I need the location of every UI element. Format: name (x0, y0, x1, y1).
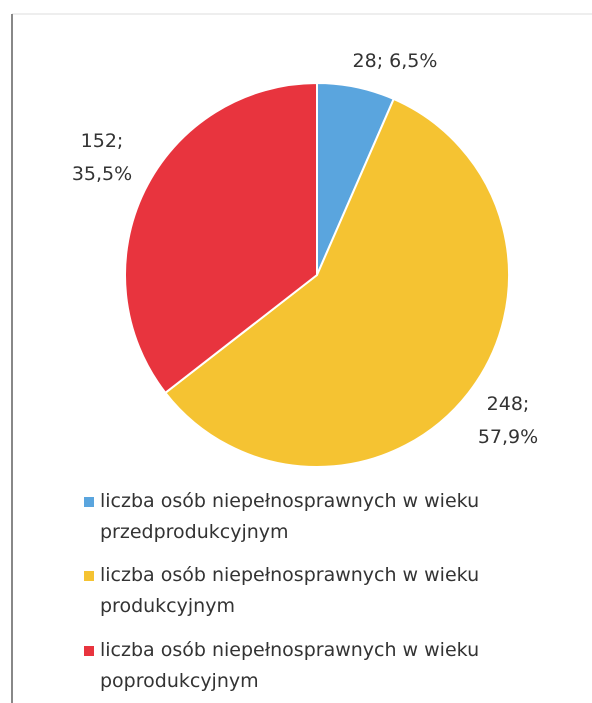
data-label: 28; 6,5% (352, 50, 438, 72)
legend-swatch (84, 571, 94, 581)
data-label: 248; 57,9% (477, 393, 539, 448)
pie-slice (124, 81, 318, 395)
legend-swatch (84, 497, 94, 507)
legend-label: liczba osób niepełnosprawnych w wieku pr… (100, 490, 480, 543)
data-label: 152; 35,5% (71, 130, 133, 185)
legend-label: liczba osób niepełnosprawnych w wieku pr… (100, 564, 480, 617)
legend-label: liczba osób niepełnosprawnych w wieku po… (100, 639, 480, 692)
pie-slice (163, 97, 510, 468)
legend-swatch (84, 646, 94, 656)
